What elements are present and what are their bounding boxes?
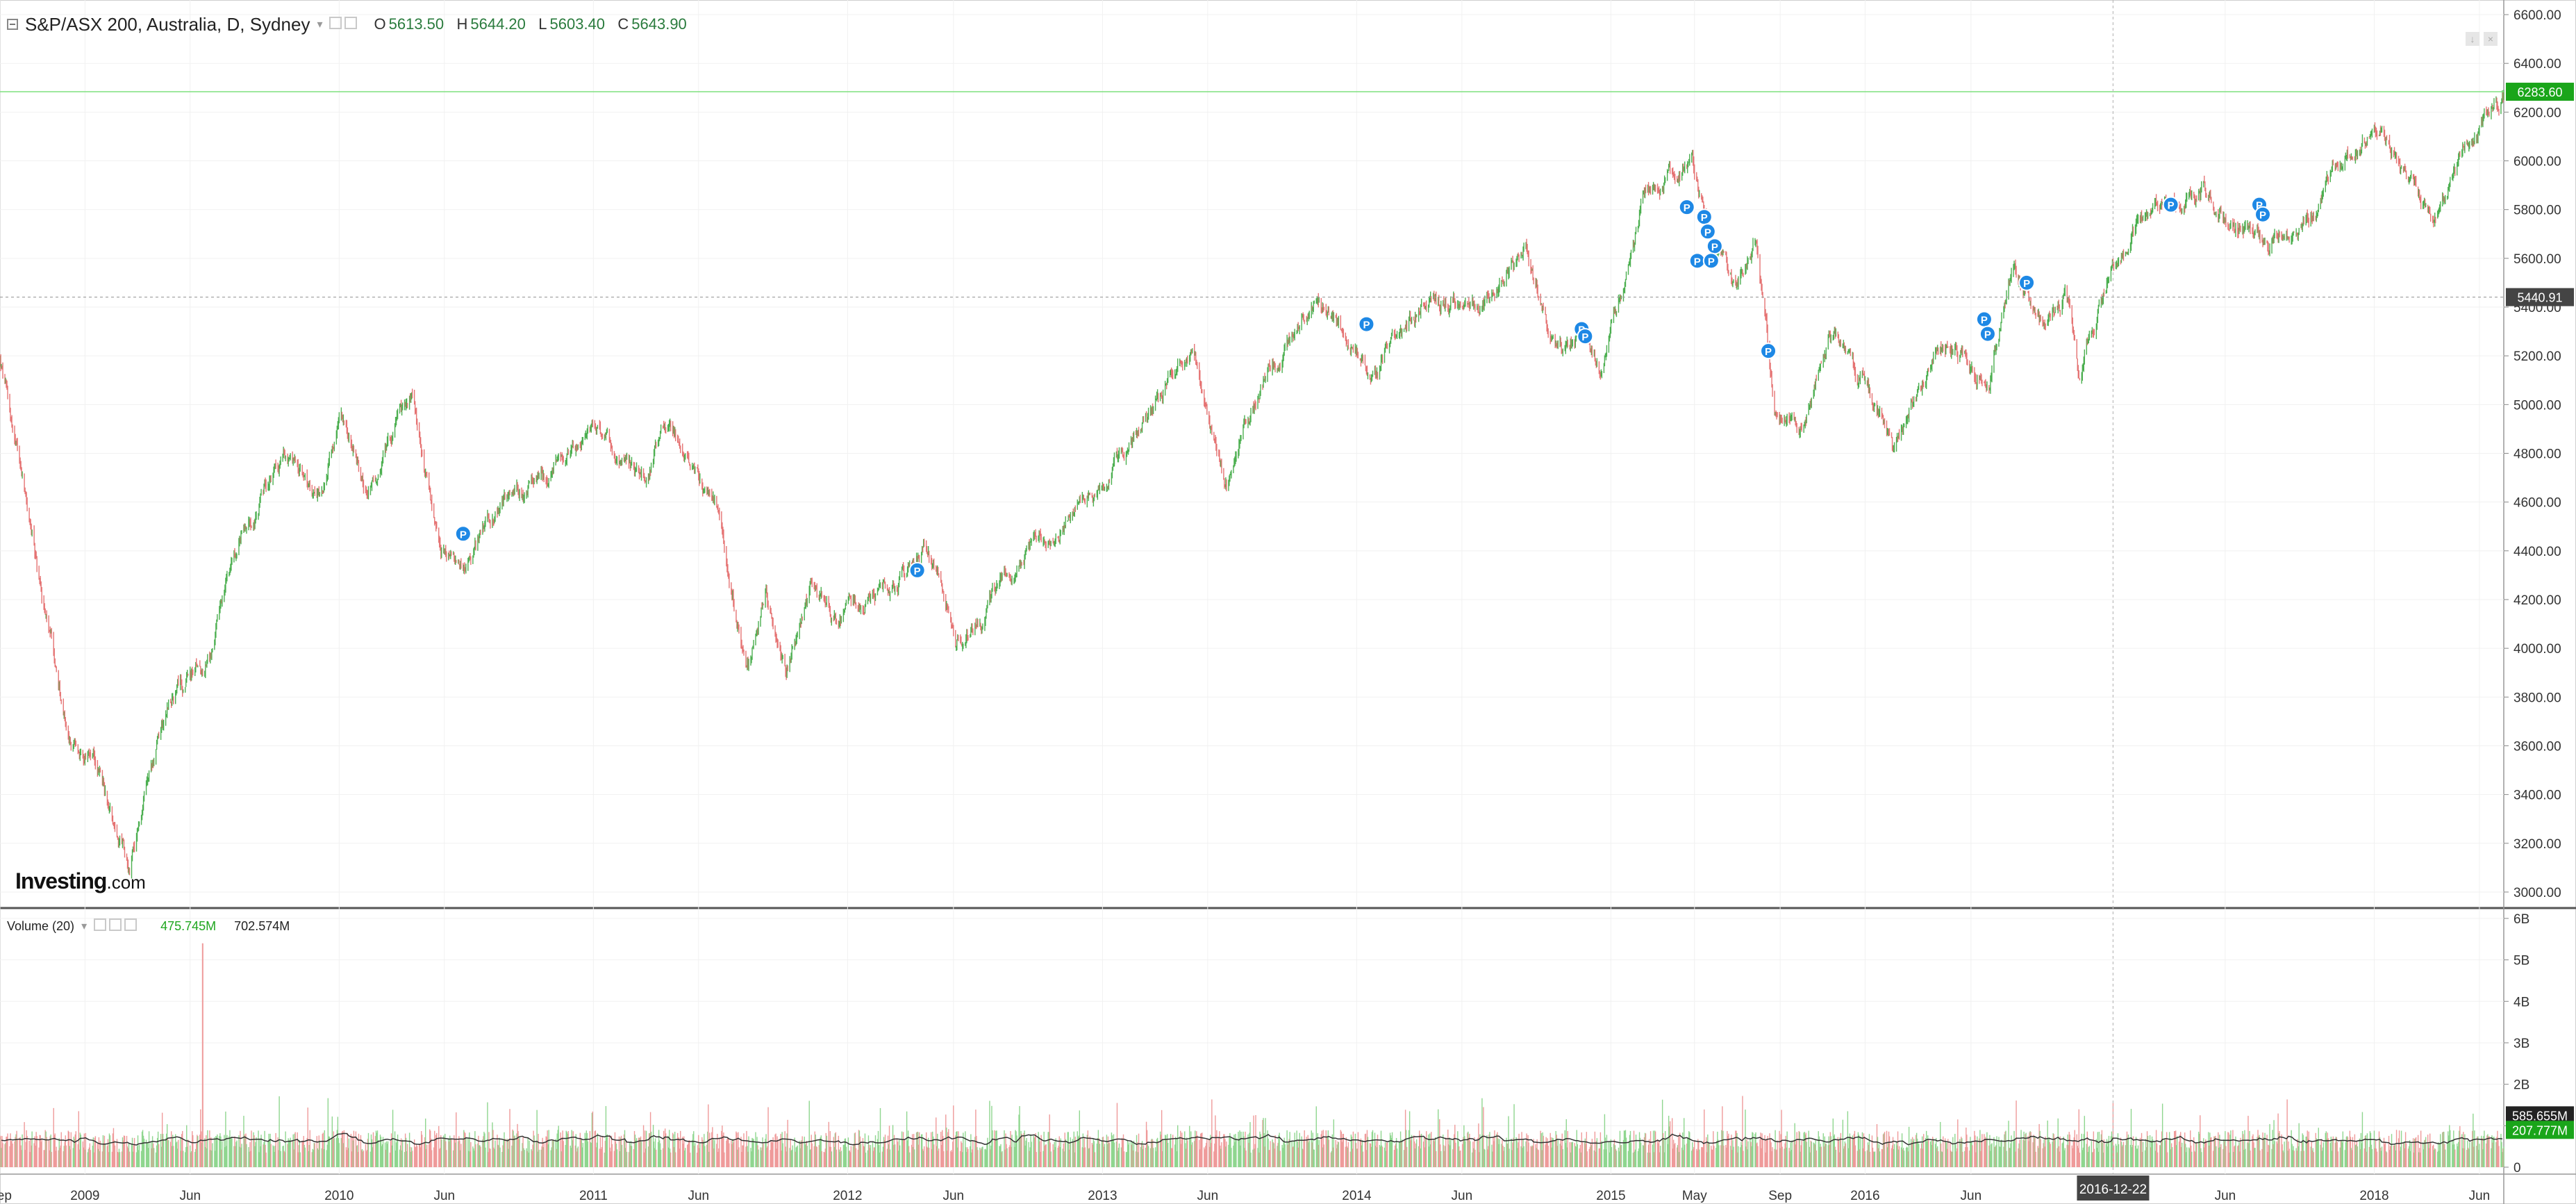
volume-bars — [0, 943, 2504, 1167]
volume-moving-average-line — [1, 1132, 2503, 1146]
candlestick-series — [0, 90, 2504, 879]
